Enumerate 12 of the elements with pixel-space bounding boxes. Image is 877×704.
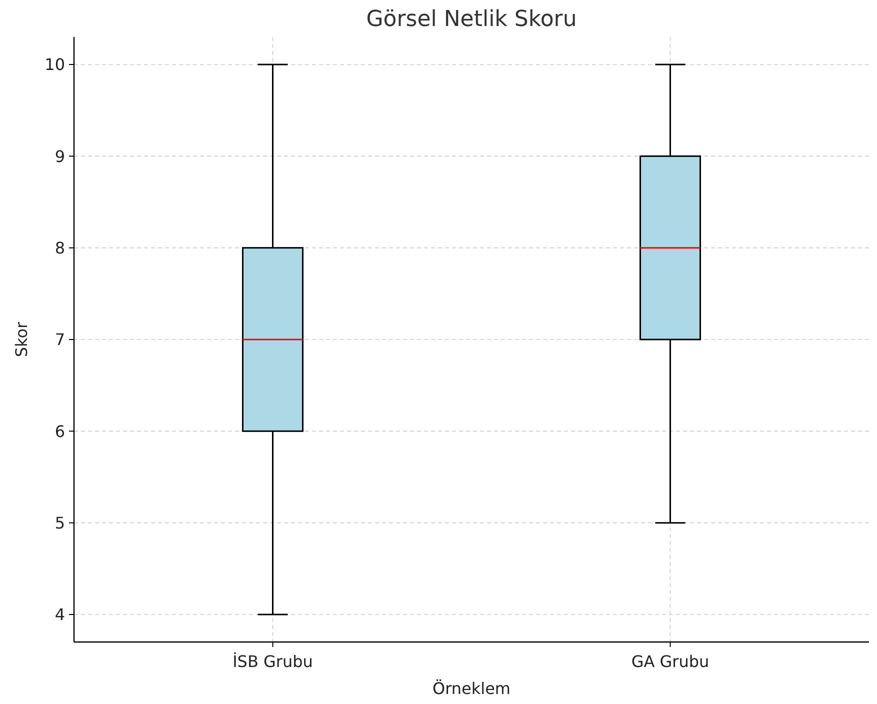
y-axis-title: Skor [12,321,31,358]
y-tick-label: 7 [54,330,65,350]
y-tick-label: 9 [54,146,65,166]
x-axis-title: Örneklem [432,679,511,698]
y-tick-label: 10 [44,55,65,74]
x-tick-label: GA Grubu [631,652,710,671]
y-tick-label: 4 [54,605,65,624]
y-tick-label: 6 [54,422,65,441]
y-tick-label: 5 [54,513,65,532]
chart-title: Görsel Netlik Skoru [366,7,577,32]
x-tick-label: İSB Grubu [232,652,313,671]
y-tick-label: 8 [54,238,65,258]
